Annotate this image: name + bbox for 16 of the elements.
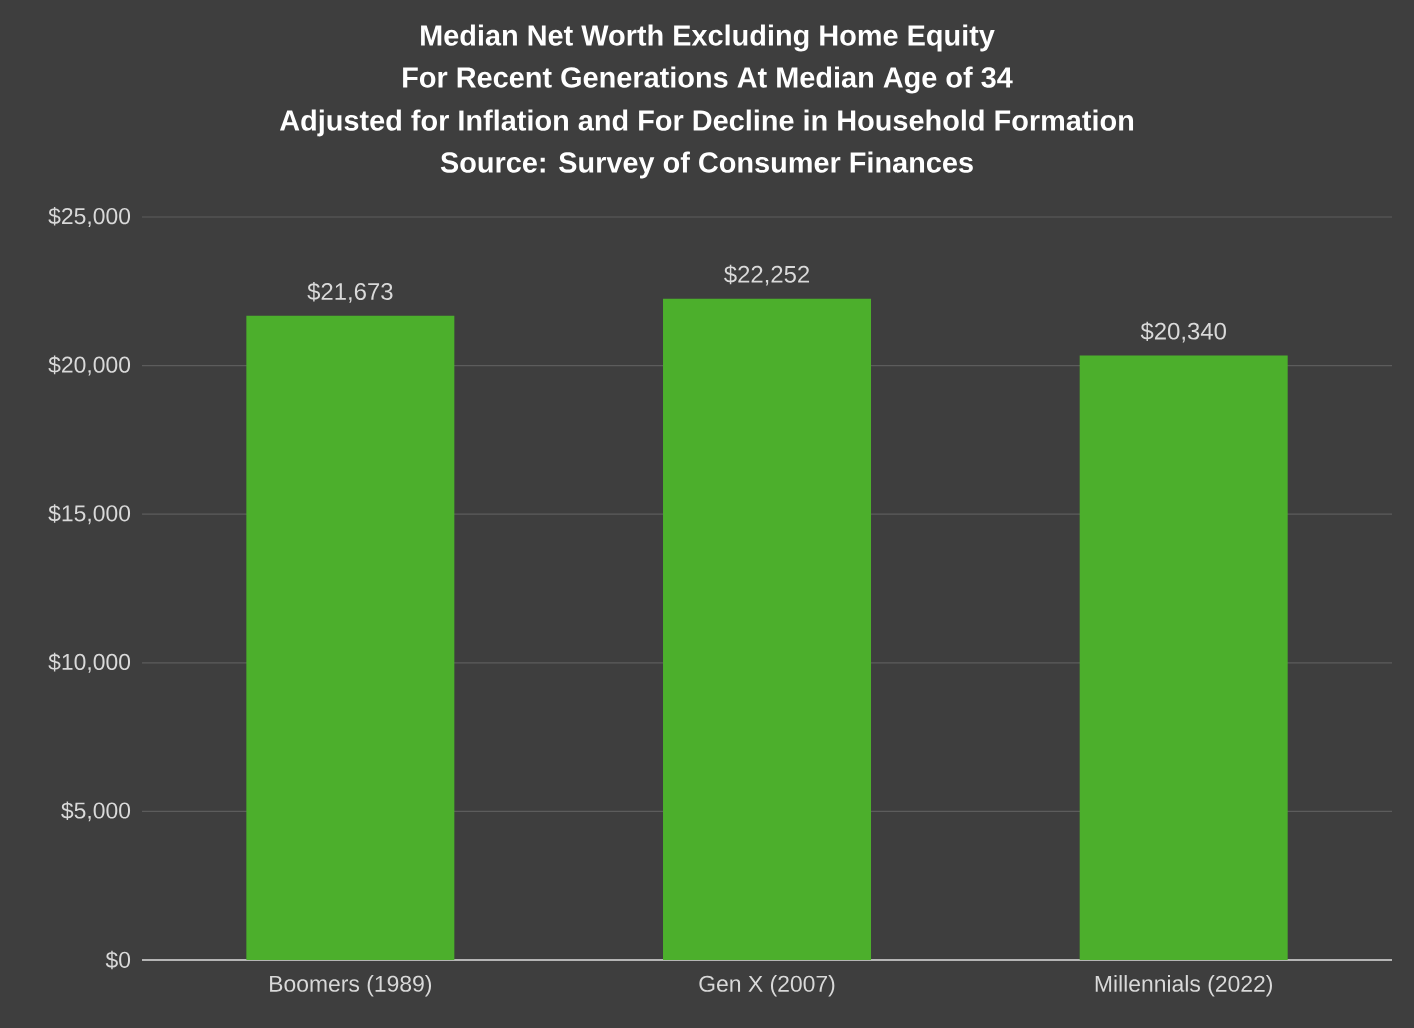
y-tick-label: $25,000 bbox=[48, 207, 131, 227]
x-tick-label: Millennials (2022) bbox=[1095, 975, 1272, 997]
source-note: Source: Survey of Consumer Finances bbox=[440, 151, 973, 179]
y-tick-label: $20,000 bbox=[48, 355, 131, 376]
chart-title: Median Net Worth Excluding Home Equity bbox=[421, 24, 995, 52]
text: Adjusted for Inflation and For Decline in Household Formation bbox=[279, 109, 1134, 137]
data-label: $21,673 bbox=[307, 282, 393, 303]
y-tick-label: $5,000 bbox=[61, 801, 131, 822]
y-tick-label: $0 bbox=[105, 950, 131, 970]
data-label: $20,340 bbox=[1140, 321, 1226, 343]
x-tick-label: Boomers (1989) bbox=[270, 975, 432, 997]
y-tick-label: $10,000 bbox=[48, 652, 131, 673]
x-tick-label: Gen X (2007) bbox=[699, 975, 835, 997]
y-tick-label: $15,000 bbox=[48, 504, 131, 525]
chart-subtitle: For Recent Generations At Median Age of 34 bbox=[403, 66, 1013, 94]
data-label: $22,252 bbox=[724, 264, 810, 286]
